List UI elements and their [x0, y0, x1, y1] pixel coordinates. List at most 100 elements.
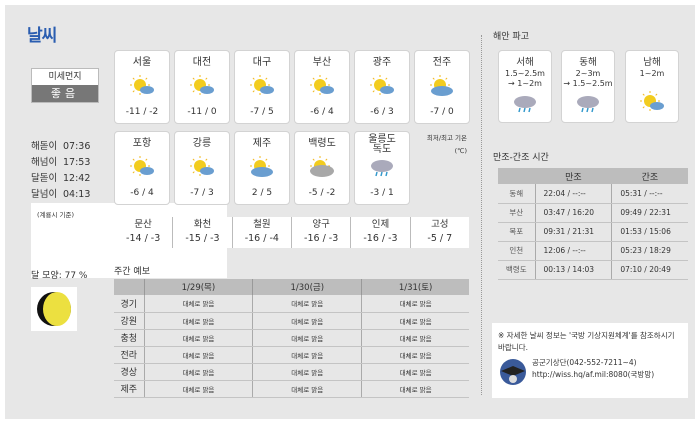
city-name: 서울	[132, 57, 152, 68]
mini-city-name: 양구	[312, 219, 330, 230]
table-row: 경기 대체로 맑음 대체로 맑음 대체로 맑음	[114, 295, 469, 313]
city-card[interactable]: 백령도 -5 / -2	[294, 131, 350, 205]
sun-time-label: 달넘이	[31, 189, 58, 200]
wave-change: → 1.5~2.5m	[563, 79, 613, 88]
weekly-forecast-table: 1/29(목) 1/30(금) 1/31(토) 경기 대체로 맑음 대체로 맑음 대체로 맑…	[114, 279, 469, 398]
wave-change	[626, 79, 678, 89]
mini-city-temp: -15 / -3	[185, 233, 220, 244]
mini-city-name: 화천	[193, 219, 212, 230]
city-temp: -7 / 5	[250, 107, 274, 117]
tide-cell: 09:49 / 22:31	[611, 203, 688, 223]
sun-time-row: 해돋이 07:36	[31, 139, 227, 155]
mini-city-name: 문산	[134, 219, 152, 230]
mini-city: 화천 -15 / -3	[173, 217, 233, 248]
city-temp: -11 / -2	[125, 107, 159, 117]
city-card[interactable]: 광주 -6 / 3	[354, 50, 410, 124]
sun-cloud-icon	[190, 156, 214, 176]
tide-cell: 동해	[498, 184, 536, 204]
sun-time-row: 달돋이 12:42	[31, 171, 227, 187]
table-row: 인천 12:06 / --:-- 05:23 / 18:29	[498, 241, 688, 261]
mini-city-temp: -16 / -4	[244, 233, 279, 244]
city-card[interactable]: 서울 -11 / -2	[114, 50, 170, 124]
forecast-cell: 대체로 맑음	[252, 363, 362, 381]
forecast-cell: 대체로 맑음	[361, 363, 469, 381]
fine-dust-box: 미세먼지 좋음	[31, 68, 99, 103]
mini-city-temp: -14 / -3	[126, 233, 161, 244]
mini-city-temp: -16 / -3	[304, 233, 339, 244]
sun-cloud-icon	[310, 75, 334, 95]
tide-cell: 01:53 / 15:06	[611, 222, 688, 242]
air-force-emblem-icon	[500, 359, 526, 385]
rain-cloud-icon	[371, 160, 393, 177]
city-card[interactable]: 제주 2 / 5	[234, 131, 290, 205]
table-row: 부산 03:47 / 16:20 09:49 / 22:31	[498, 203, 688, 223]
wave-height: 1~2m	[639, 69, 665, 78]
wave-card[interactable]: 서해 1.5~2.5m → 1~2m	[498, 50, 552, 123]
sun-time-value: 04:13	[63, 189, 91, 200]
mini-city: 인제 -16 / -3	[351, 217, 411, 248]
city-name: 광주	[372, 57, 392, 68]
city-temp: -7 / 3	[190, 188, 214, 198]
tide-header-cell: 간조	[611, 168, 688, 184]
table-row: 목포 09:31 / 21:31 01:53 / 15:06	[498, 222, 688, 242]
page-title: 날씨	[27, 26, 57, 46]
city-name: 제주	[252, 138, 272, 149]
moon-icon	[37, 292, 71, 326]
tide-header-cell: 만조	[535, 168, 612, 184]
wave-height: 2~3m	[575, 69, 601, 78]
forecast-cell: 대체로 맑음	[252, 346, 362, 364]
note-url[interactable]: http://wiss.hq/af.mil:8080(국방망)	[532, 370, 655, 379]
city-card[interactable]: 강릉 -7 / 3	[174, 131, 230, 205]
tide-title: 만조-간조 시간	[493, 153, 549, 163]
region: 경상	[114, 363, 144, 381]
info-note: ※ 자세한 날씨 정보는 '국방 기상지원체계'를 참조하시기 바랍니다. 공군…	[492, 323, 688, 398]
table-row: 동해 22:04 / --:-- 05:31 / --:--	[498, 184, 688, 204]
sun-cloud-icon	[190, 75, 214, 95]
moon-phase-label: 달 모양: 77 %	[31, 271, 88, 281]
table-row: 충청 대체로 맑음 대체로 맑음 대체로 맑음	[114, 329, 469, 347]
forecast-cell: 대체로 맑음	[143, 346, 253, 364]
sun-time-row: 달넘이 04:13	[31, 187, 227, 203]
tide-cell: 12:06 / --:--	[535, 241, 613, 261]
forecast-cell: 대체로 맑음	[252, 380, 362, 398]
mini-city-name: 철원	[253, 219, 271, 230]
sea-name: 동해	[579, 57, 597, 68]
rain-cloud-icon	[577, 96, 599, 113]
city-name: 포항	[132, 138, 152, 149]
forecast-cell: 대체로 맑음	[361, 346, 469, 364]
temp-unit-line: 최저/최고 기온	[426, 134, 467, 142]
city-card[interactable]: 부산 -6 / 4	[294, 50, 350, 124]
city-card[interactable]: 포항 -6 / 4	[114, 131, 170, 205]
wave-card[interactable]: 남해 1~2m	[625, 50, 679, 123]
sun-time-value: 17:53	[63, 157, 91, 168]
fine-dust-label: 미세먼지	[32, 69, 98, 85]
moon-phase-image	[31, 287, 77, 331]
mini-city-strip: 문산 -14 / -3 화천 -15 / -3 철원 -16 / -4 양구 -16 / -3…	[114, 217, 469, 248]
table-row: 강원 대체로 맑음 대체로 맑음 대체로 맑음	[114, 312, 469, 330]
forecast-cell: 대체로 맑음	[252, 312, 362, 330]
date-header: 1/29(목)	[143, 279, 253, 295]
sun-time-value: 07:36	[63, 141, 91, 152]
gray-cloud-sun-icon	[310, 156, 334, 177]
sun-time-row: 해넘이 17:53	[31, 155, 227, 171]
table-row: 전라 대체로 맑음 대체로 맑음 대체로 맑음	[114, 346, 469, 364]
sun-time-label: 달돋이	[31, 173, 58, 184]
weather-panel: 날씨 미세먼지 좋음 해돋이 07:36 해넘이 17:53 달돋이 12:42 달넘이 04…	[5, 5, 695, 419]
fine-dust-value: 좋음	[32, 85, 98, 102]
forecast-cell: 대체로 맑음	[361, 380, 469, 398]
city-card[interactable]: 대구 -7 / 5	[234, 50, 290, 124]
city-name: 부산	[312, 57, 332, 68]
sea-name: 남해	[643, 57, 661, 68]
city-temp: -6 / 3	[370, 107, 394, 117]
divider	[481, 35, 482, 395]
table-row: 제주 대체로 맑음 대체로 맑음 대체로 맑음	[114, 380, 469, 398]
sun-cloud-icon	[250, 75, 274, 95]
note-text: ※ 자세한 날씨 정보는 '국방 기상지원체계'를 참조하시기 바랍니다.	[498, 331, 675, 352]
city-card[interactable]: 울릉도 독도 -3 / 1	[354, 131, 410, 205]
city-name: 전주	[432, 57, 452, 68]
wave-card[interactable]: 동해 2~3m → 1.5~2.5m	[561, 50, 615, 123]
header-cell	[114, 279, 144, 295]
city-card[interactable]: 대전 -11 / 0	[174, 50, 230, 124]
mini-city: 고성 -5 / 7	[411, 217, 469, 248]
city-card[interactable]: 전주 -7 / 0	[414, 50, 470, 124]
